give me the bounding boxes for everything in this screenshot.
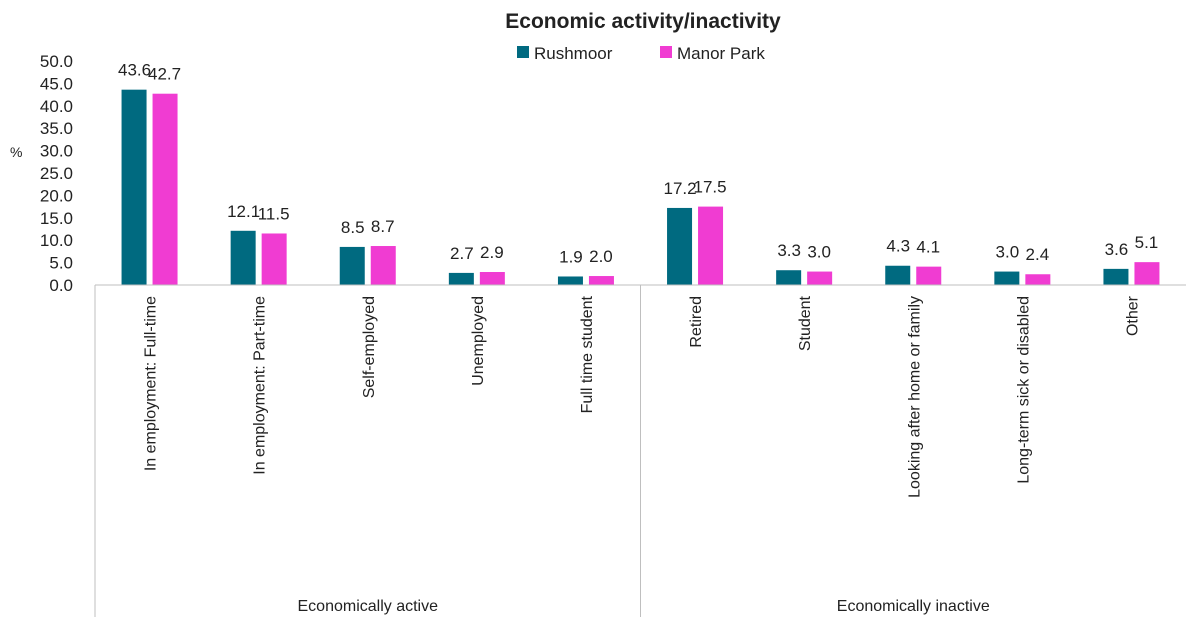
y-tick-label: 35.0 xyxy=(40,119,73,138)
data-label-rushmoor-in-employment-part-time: 12.1 xyxy=(227,202,260,221)
y-axis-ticks: 0.0 5.0 10.0 15.0 20.0 25.0 30.0 35.0 40.0 45.0 50… xyxy=(40,52,73,295)
legend-label-manor-park: Manor Park xyxy=(677,44,765,63)
y-tick-label: 20.0 xyxy=(40,186,73,205)
bar-manor-park-unemployed xyxy=(479,272,505,285)
bar-manor-park-looking-after-home-or-family xyxy=(916,266,942,285)
y-tick-label: 25.0 xyxy=(40,164,73,183)
data-label-manor-park-in-employment-part-time: 11.5 xyxy=(258,204,290,223)
legend-swatch-manor-park xyxy=(660,46,672,58)
bar-manor-park-student xyxy=(807,271,833,285)
data-label-rushmoor-retired: 17.2 xyxy=(664,179,697,198)
data-labels: 43.642.7 12.111.5 8.5 8.7 2.7 2.9 1.9 2.0 17.217… xyxy=(118,61,1158,267)
legend-label-rushmoor: Rushmoor xyxy=(534,44,613,63)
data-label-rushmoor-full-time-student: 1.9 xyxy=(559,247,583,266)
bar-rushmoor-unemployed xyxy=(448,272,474,285)
x-category-label-full-time-student: Full time student xyxy=(579,295,596,413)
chart-title: Economic activity/inactivity xyxy=(505,10,781,33)
bar-manor-park-self-employed xyxy=(370,246,396,285)
bars xyxy=(121,89,1160,285)
bar-rushmoor-self-employed xyxy=(339,246,365,285)
bar-rushmoor-in-employment-full-time xyxy=(121,89,147,285)
data-label-manor-park-self-employed: 8.7 xyxy=(371,217,395,236)
y-tick-label: 5.0 xyxy=(49,254,73,273)
bar-manor-park-retired xyxy=(698,206,724,285)
bar-rushmoor-other xyxy=(1103,268,1129,285)
group-label-economically-inactive: Economically inactive xyxy=(837,598,990,615)
data-label-rushmoor-long-term-sick-or-disabled: 3.0 xyxy=(996,243,1020,262)
axes xyxy=(94,284,1186,617)
data-label-manor-park-looking-after-home-or-family: 4.1 xyxy=(916,238,940,257)
y-tick-label: 15.0 xyxy=(40,209,73,228)
y-axis-label: % xyxy=(10,144,22,160)
data-label-manor-park-long-term-sick-or-disabled: 2.4 xyxy=(1026,245,1050,264)
data-label-rushmoor-looking-after-home-or-family: 4.3 xyxy=(886,237,910,256)
x-category-label-in-employment-part-time: In employment: Part-time xyxy=(252,296,269,475)
data-label-rushmoor-student: 3.3 xyxy=(777,241,801,260)
data-label-manor-park-retired: 17.5 xyxy=(694,178,727,197)
x-axis-groups: Economically active Economically inactive xyxy=(298,598,990,615)
bar-manor-park-in-employment-full-time xyxy=(152,93,178,285)
y-tick-label: 40.0 xyxy=(40,97,73,116)
bar-manor-park-long-term-sick-or-disabled xyxy=(1025,274,1051,285)
y-tick-label: 50.0 xyxy=(40,52,73,71)
data-label-manor-park-full-time-student: 2.0 xyxy=(589,247,613,266)
data-label-rushmoor-in-employment-full-time: 43.6 xyxy=(118,61,151,80)
x-category-label-self-employed: Self-employed xyxy=(361,296,378,398)
bar-rushmoor-retired xyxy=(667,207,693,285)
data-label-manor-park-in-employment-full-time: 42.7 xyxy=(148,65,181,84)
y-tick-label: 45.0 xyxy=(40,74,73,93)
data-label-manor-park-other: 5.1 xyxy=(1135,233,1159,252)
data-label-manor-park-student: 3.0 xyxy=(807,243,831,262)
group-label-economically-active: Economically active xyxy=(298,598,439,615)
x-category-label-unemployed: Unemployed xyxy=(470,296,487,386)
x-category-label-retired: Retired xyxy=(688,296,705,348)
x-category-label-long-term-sick-or-disabled: Long-term sick or disabled xyxy=(1015,296,1032,484)
x-category-label-looking-after-home-or-family: Looking after home or family xyxy=(906,296,923,498)
data-label-rushmoor-self-employed: 8.5 xyxy=(341,218,365,237)
bar-rushmoor-looking-after-home-or-family xyxy=(885,265,911,285)
x-category-label-other: Other xyxy=(1124,295,1141,336)
bar-rushmoor-student xyxy=(776,270,802,285)
bar-manor-park-in-employment-part-time xyxy=(261,233,287,285)
y-tick-label: 30.0 xyxy=(40,142,73,161)
x-category-label-in-employment-full-time: In employment: Full-time xyxy=(143,296,160,471)
bar-manor-park-other xyxy=(1134,262,1160,285)
bar-rushmoor-full-time-student xyxy=(557,276,583,285)
legend: Rushmoor Manor Park xyxy=(517,44,765,63)
legend-swatch-rushmoor xyxy=(517,46,529,58)
y-tick-label: 0.0 xyxy=(49,276,73,295)
bar-manor-park-full-time-student xyxy=(588,276,614,285)
data-label-rushmoor-unemployed: 2.7 xyxy=(450,244,474,263)
bar-rushmoor-in-employment-part-time xyxy=(230,230,256,285)
x-category-label-student: Student xyxy=(797,295,814,351)
data-label-manor-park-unemployed: 2.9 xyxy=(480,243,504,262)
data-label-rushmoor-other: 3.6 xyxy=(1105,240,1129,259)
bar-rushmoor-long-term-sick-or-disabled xyxy=(994,271,1020,285)
x-axis-categories: In employment: Full-time In employment: P… xyxy=(143,295,1142,498)
y-tick-label: 10.0 xyxy=(40,231,73,250)
